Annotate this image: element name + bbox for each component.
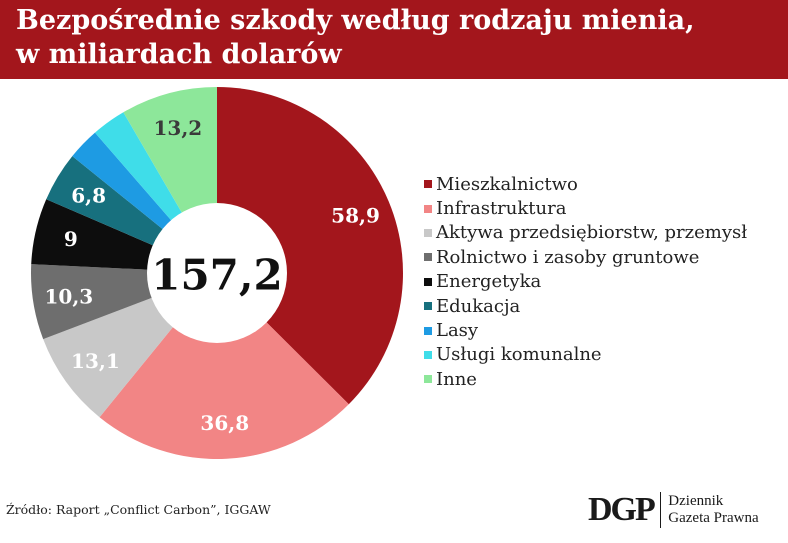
- legend-label: Infrastruktura: [436, 198, 567, 220]
- value-label-mieszkalnictwo: 58,9: [331, 203, 380, 227]
- total-label: 157,2: [151, 251, 283, 300]
- dgp-logo: DGP Dziennik Gazeta Prawna: [588, 490, 759, 530]
- legend-swatch: [424, 204, 432, 213]
- slice-infrastruktura: [99, 273, 349, 460]
- legend-swatch: [424, 375, 432, 384]
- legend-label: Usługi komunalne: [436, 344, 602, 366]
- legend-swatch: [424, 350, 432, 359]
- legend-swatch: [424, 253, 432, 262]
- legend-item-uslugi-komunalne: Usługi komunalne: [424, 343, 747, 367]
- legend-label: Energetyka: [436, 271, 542, 293]
- legend-swatch: [424, 326, 432, 335]
- chart-title: Bezpośrednie szkody według rodzaju mieni…: [16, 4, 776, 72]
- legend-item-rolnictwo-i-zasoby-gruntowe: Rolnictwo i zasoby gruntowe: [424, 245, 747, 269]
- legend-item-lasy: Lasy: [424, 318, 747, 342]
- legend-label: Edukacja: [436, 295, 521, 317]
- logo-line-2: Gazeta Prawna: [668, 510, 759, 526]
- donut-hole: [147, 203, 287, 343]
- legend-item-mieszkalnictwo: Mieszkalnictwo: [424, 172, 747, 196]
- legend-swatch: [424, 302, 432, 311]
- value-label-inne: 13,2: [154, 116, 203, 140]
- title-line-1: Bezpośrednie szkody według rodzaju mieni…: [16, 5, 695, 36]
- legend-item-energetyka: Energetyka: [424, 270, 747, 294]
- legend-swatch: [424, 277, 432, 286]
- legend-item-aktywa-przedsiebiorstw-przemysl: Aktywa przedsiębiorstw, przemysł: [424, 221, 747, 245]
- legend-item-infrastruktura: Infrastruktura: [424, 196, 747, 220]
- logo-divider: [659, 492, 662, 528]
- value-label-edukacja: 6,8: [71, 183, 106, 207]
- legend-item-edukacja: Edukacja: [424, 294, 747, 318]
- logo-line-1: Dziennik: [668, 493, 724, 509]
- legend-label: Inne: [436, 368, 477, 390]
- legend-swatch: [424, 228, 432, 237]
- legend-label: Aktywa przedsiębiorstw, przemysł: [436, 222, 748, 244]
- legend-label: Rolnictwo i zasoby gruntowe: [436, 246, 700, 268]
- legend-label: Mieszkalnictwo: [436, 173, 578, 195]
- slice-mieszkalnictwo: [217, 87, 404, 405]
- legend-item-inne: Inne: [424, 367, 747, 391]
- header-banner: Bezpośrednie szkody według rodzaju mieni…: [0, 0, 788, 79]
- value-label-rolnictwo-i-zasoby-gruntowe: 10,3: [45, 285, 94, 309]
- chart-legend: Mieszkalnictwo Infrastruktura Aktywa przed…: [424, 172, 747, 392]
- logo-text: Dziennik Gazeta Prawna: [668, 493, 758, 527]
- value-label-aktywa-przedsiebiorstw-przemysl: 13,1: [71, 349, 120, 373]
- value-label-energetyka: 9: [64, 227, 78, 251]
- value-label-infrastruktura: 36,8: [200, 411, 249, 435]
- source-note: Źródło: Raport „Conflict Carbon”, IGGAW: [6, 502, 271, 517]
- logo-mark: DGP: [588, 491, 656, 528]
- donut-chart: 58,9 36,8 13,1 10,3 9 6,8 13,2 157,2: [31, 87, 404, 460]
- legend-swatch: [424, 180, 432, 189]
- title-line-2: w miliardach dolarów: [16, 39, 342, 70]
- legend-label: Lasy: [436, 320, 479, 342]
